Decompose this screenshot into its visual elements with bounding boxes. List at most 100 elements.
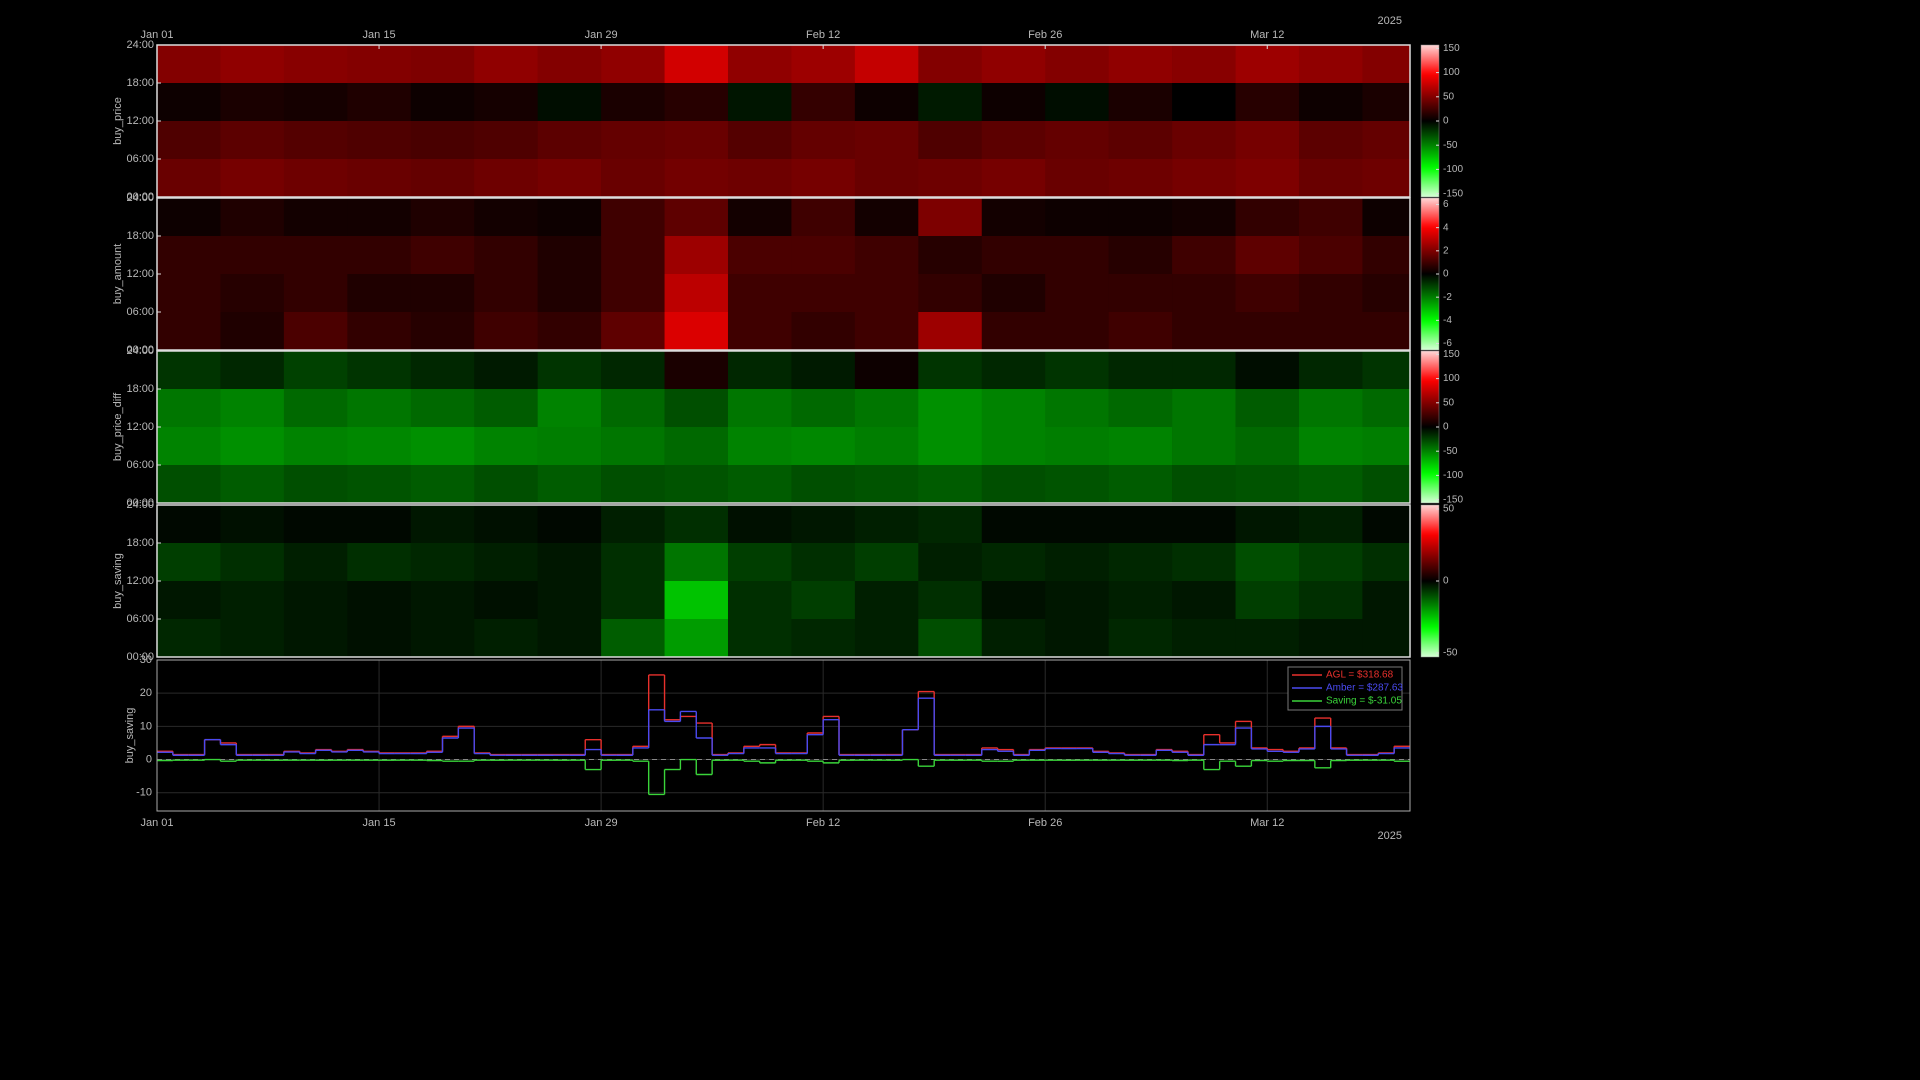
heatmap-cell <box>981 45 1046 83</box>
colorbar-tick-label: -100 <box>1443 164 1463 175</box>
heatmap-cell <box>664 236 729 274</box>
heatmap-cell <box>1235 465 1300 503</box>
heatmap-cell <box>1108 543 1173 581</box>
colorbar-tick-label: 0 <box>1443 116 1449 127</box>
heatmap-cell <box>474 543 538 581</box>
heatmap-cell <box>918 159 983 197</box>
x-tick-label: Mar 12 <box>1250 29 1284 41</box>
heatmap-cell <box>791 121 856 159</box>
heatmap-cell <box>1235 427 1300 465</box>
y-tick-label: 18:00 <box>126 537 154 549</box>
heatmap-cell <box>664 351 729 389</box>
heatmap-cell <box>664 505 729 543</box>
heatmap-cell <box>601 312 665 350</box>
heatmap-cell <box>1298 351 1363 389</box>
heatmap-cell <box>283 465 348 503</box>
y-tick-label: 20 <box>140 687 152 699</box>
heatmap-cell <box>791 543 856 581</box>
y-axis-label: buy_saving <box>112 553 124 609</box>
heatmap-cell <box>918 427 983 465</box>
colorbar-tick-label: -4 <box>1443 315 1452 326</box>
heatmap-cell <box>1362 312 1411 350</box>
heatmap-cell <box>1298 274 1363 312</box>
heatmap-cell <box>283 581 348 619</box>
heatmap-cell <box>283 427 348 465</box>
heatmap-cell <box>410 83 475 121</box>
heatmap-cell <box>220 121 285 159</box>
x-tick-label: Jan 15 <box>363 817 396 829</box>
heatmap-cell <box>474 45 538 83</box>
heatmap-cell <box>791 465 856 503</box>
heatmap-cell <box>854 581 919 619</box>
heatmap-cell <box>664 121 729 159</box>
heatmap-cell <box>220 581 285 619</box>
heatmap-cell <box>283 543 348 581</box>
heatmap-cell <box>220 312 285 350</box>
heatmap-cell <box>1298 121 1363 159</box>
heatmap-cell <box>918 198 983 236</box>
heatmap-cell <box>664 83 729 121</box>
heatmap-cell <box>854 389 919 427</box>
heatmap-cell <box>981 159 1046 197</box>
heatmap-cell <box>601 45 665 83</box>
y-tick-label: 00:00 <box>126 191 154 203</box>
heatmap-cell <box>1362 389 1411 427</box>
heatmap-cell <box>1298 312 1363 350</box>
heatmap-cell <box>1108 427 1173 465</box>
heatmap-cell <box>1045 389 1109 427</box>
heatmap-cell <box>918 389 983 427</box>
colorbar-tick-label: 100 <box>1443 373 1460 384</box>
heatmap-cell <box>601 274 665 312</box>
heatmap-cell <box>474 198 538 236</box>
heatmap-cell <box>537 274 602 312</box>
x-tick-label: Feb 12 <box>806 29 840 41</box>
heatmap-cell <box>474 274 538 312</box>
colorbar-tick-label: 4 <box>1443 222 1449 233</box>
heatmap-cell <box>157 351 221 389</box>
heatmap-cell <box>854 45 919 83</box>
heatmap-cell <box>1362 619 1411 657</box>
x-offset-label: 2025 <box>1378 15 1402 27</box>
heatmap-cell <box>347 389 412 427</box>
heatmap-cell <box>474 159 538 197</box>
heatmap-cell <box>157 198 221 236</box>
heatmap-cell <box>347 45 412 83</box>
heatmap-cell <box>1172 351 1236 389</box>
heatmap-cell <box>283 351 348 389</box>
heatmap-cell <box>1362 427 1411 465</box>
y-tick-label: 06:00 <box>126 459 154 471</box>
heatmap-cell <box>791 45 856 83</box>
colorbar-tick-label: 0 <box>1443 269 1449 280</box>
heatmap-cell <box>1298 236 1363 274</box>
heatmap-cell <box>727 45 792 83</box>
heatmap-cell <box>537 198 602 236</box>
heatmap-cell <box>664 465 729 503</box>
heatmap-cell <box>474 619 538 657</box>
heatmap-cell <box>1172 45 1236 83</box>
heatmap-cell <box>1362 159 1411 197</box>
heatmap-cell <box>918 121 983 159</box>
heatmap-cell <box>1298 83 1363 121</box>
heatmap-cell <box>1362 505 1411 543</box>
heatmap-cell <box>347 312 412 350</box>
heatmap-cell <box>283 159 348 197</box>
heatmap-cell <box>1108 389 1173 427</box>
heatmap-cell <box>220 159 285 197</box>
heatmap-cell <box>854 121 919 159</box>
heatmap-cell <box>1045 198 1109 236</box>
colorbar-tick-label: -100 <box>1443 470 1463 481</box>
heatmap-cell <box>410 619 475 657</box>
x-tick-label: Feb 26 <box>1028 29 1062 41</box>
heatmap-cell <box>283 619 348 657</box>
heatmap-cell <box>474 236 538 274</box>
heatmap-cell <box>347 465 412 503</box>
heatmap-cell <box>918 351 983 389</box>
heatmap-cell <box>1108 83 1173 121</box>
heatmap-cell <box>283 45 348 83</box>
heatmap-cell <box>664 389 729 427</box>
heatmap-cell <box>1298 581 1363 619</box>
heatmap-cell <box>981 83 1046 121</box>
heatmap-cell <box>1045 465 1109 503</box>
heatmap-cell <box>601 198 665 236</box>
